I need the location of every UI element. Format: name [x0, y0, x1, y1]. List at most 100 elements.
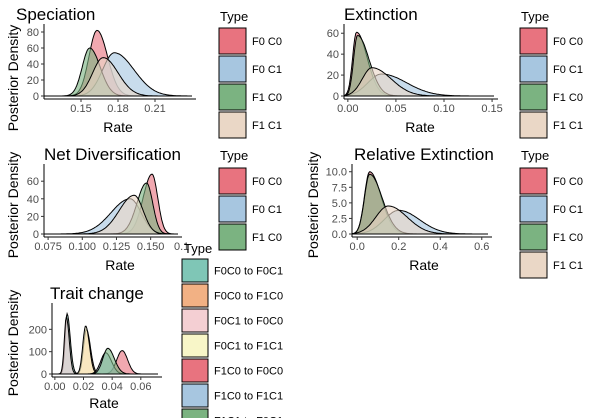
xlabel-relative-extinction: Rate [409, 257, 439, 273]
legend-label: F0 C0 [553, 36, 583, 48]
y-tick-label: 2.5 [332, 213, 347, 225]
x-tick-label: 0.15 [70, 103, 91, 115]
xlabel-net-diversification: Rate [105, 257, 135, 273]
x-tick-label: 0.150 [137, 241, 165, 253]
x-tick-label: 0.10 [433, 103, 454, 115]
legend-label: F0C1 to F0C0 [214, 316, 283, 328]
x-tick-label: 0.15 [481, 103, 502, 115]
x-tick-label: 0.4 [433, 241, 448, 253]
legend-swatch [519, 55, 548, 83]
legend-swatch [519, 195, 548, 223]
x-tick-label: 0.06 [130, 381, 151, 393]
y-tick-label: 100 [29, 347, 47, 359]
legend-item-f1c0-to-f1c1: F1C0 to F1C1 [181, 383, 283, 408]
legend-item-f1-c0: F1 C0 [519, 223, 583, 251]
x-tick-label: 0.18 [107, 103, 128, 115]
legend-title-speciation: Type [220, 9, 248, 24]
y-tick-label: 0 [41, 369, 47, 381]
legend-label: F0C0 to F0C1 [214, 266, 283, 278]
x-tick-label: 0.2 [391, 241, 406, 253]
legend-swatch [519, 111, 548, 139]
xlabel-extinction: Rate [405, 119, 435, 135]
legend-item-f1-c1: F1 C1 [218, 111, 282, 139]
legend-swatch [218, 223, 247, 251]
legend-swatch [181, 283, 209, 308]
ylabel-net-diversification: Posterior Density [5, 152, 21, 259]
legend-item-f1c0-to-f0c0: F1C0 to F0C0 [181, 358, 283, 383]
density-f1-c1 [351, 205, 488, 235]
legend-relative-extinction: F0 C0 F0 C1 F1 C0 F1 C1 [519, 167, 583, 279]
legend-item-f0c0-to-f1c0: F0C0 to F1C0 [181, 283, 283, 308]
y-tick-label: 60 [27, 43, 39, 55]
legend-swatch [181, 308, 209, 333]
legend-net-diversification: F0 C0 F0 C1 F1 C0 [218, 167, 282, 251]
panel-speciation: Speciation Posterior Density Rate Type 0… [5, 5, 282, 139]
density-f1-c1 [44, 194, 178, 235]
legend-swatch [181, 358, 209, 383]
legend-label: F1 C0 [252, 92, 282, 104]
xlabel-trait-change: Rate [89, 395, 119, 411]
legend-swatch [218, 167, 247, 195]
density-f1-c1 [44, 57, 192, 97]
ylabel-trait-change: Posterior Density [5, 290, 21, 397]
ylabel-speciation: Posterior Density [5, 25, 21, 132]
y-tick-label: 20 [327, 70, 339, 82]
y-tick-label: 40 [27, 194, 39, 206]
plot-area-extinction: 0 20 40 60 0.00 0.05 0.10 0.15 [327, 24, 503, 115]
y-tick-label: 0.0 [332, 229, 347, 241]
legend-label: F0 C1 [252, 204, 282, 216]
plot-area-relative-extinction: 0.0 2.5 5.0 7.5 10.0 0.0 0.2 0.4 0.6 [326, 164, 492, 253]
legend-label: F1 C0 [252, 232, 282, 244]
x-tick-label: 0.00 [337, 103, 358, 115]
legend-swatch [519, 223, 548, 251]
legend-swatch [218, 111, 247, 139]
legend-item-f0c0-to-f0c1: F0C0 to F0C1 [181, 258, 283, 283]
x-tick-label: 0.00 [44, 381, 65, 393]
y-tick-label: 60 [27, 176, 39, 188]
legend-swatch [519, 167, 548, 195]
plot-area-net-diversification: 0 20 40 60 0.075 0.100 0.125 0.150 0.1 [27, 164, 189, 253]
x-tick-label: 0.02 [73, 381, 94, 393]
legend-swatch [218, 83, 247, 111]
legend-label: F0 C1 [553, 204, 583, 216]
y-tick-label: 0 [33, 229, 39, 241]
legend-speciation: F0 C0 F0 C1 F1 C0 F1 C1 [218, 27, 282, 139]
panel-extinction: Extinction Rate Type 0 20 40 60 0.00 0.05 0.10… [327, 5, 583, 139]
legend-item-f0-c0: F0 C0 [218, 27, 282, 55]
legend-trait-change: F0C0 to F0C1 F0C0 to F1C0 F0C1 to F0C0 F0C1… [181, 258, 283, 418]
y-tick-label: 80 [27, 27, 39, 39]
legend-item-f0-c1: F0 C1 [519, 55, 583, 83]
legend-label: F0C1 to F1C1 [214, 341, 283, 353]
x-tick-label: 0.125 [103, 241, 131, 253]
legend-item-f1-c1: F1 C1 [519, 111, 583, 139]
xlabel-speciation: Rate [103, 119, 133, 135]
panel-relative-extinction: Relative Extinction Posterior Density Ra… [305, 145, 583, 279]
legend-label: F1C0 to F0C0 [214, 366, 283, 378]
legend-title-net-diversification: Type [220, 148, 248, 163]
legend-item-f0c1-to-f1c1: F0C1 to F1C1 [181, 333, 283, 358]
legend-item-f1-c0: F1 C0 [519, 83, 583, 111]
legend-swatch [181, 333, 209, 358]
legend-label: F1 C1 [553, 260, 583, 272]
title-speciation: Speciation [16, 5, 95, 24]
legend-swatch [181, 408, 209, 418]
legend-label: F0 C0 [252, 36, 282, 48]
legend-swatch [519, 27, 548, 55]
legend-swatch [181, 258, 209, 283]
legend-item-f1-c0: F1 C0 [218, 223, 282, 251]
y-tick-label: 20 [27, 75, 39, 87]
plot-area-trait-change: 0 100 200 0.00 0.02 0.04 0.06 [29, 303, 162, 393]
title-extinction: Extinction [344, 5, 418, 24]
y-tick-label: 60 [327, 28, 339, 40]
legend-label: F1C0 to F1C1 [214, 391, 283, 403]
plot-area-speciation: 0 20 40 60 80 0.15 0.18 0.21 [27, 24, 196, 115]
x-tick-label: 0.21 [144, 103, 165, 115]
legend-label: F0 C1 [553, 64, 583, 76]
panel-net-diversification: Net Diversification Posterior Density Ra… [5, 145, 282, 273]
legend-swatch [519, 83, 548, 111]
legend-label: F0 C0 [252, 176, 282, 188]
legend-swatch [519, 251, 548, 279]
legend-item-f0-c0: F0 C0 [218, 167, 282, 195]
density-f1-c1 [343, 67, 494, 97]
panel-trait-change: Trait change Posterior Density Rate Type… [5, 241, 283, 418]
